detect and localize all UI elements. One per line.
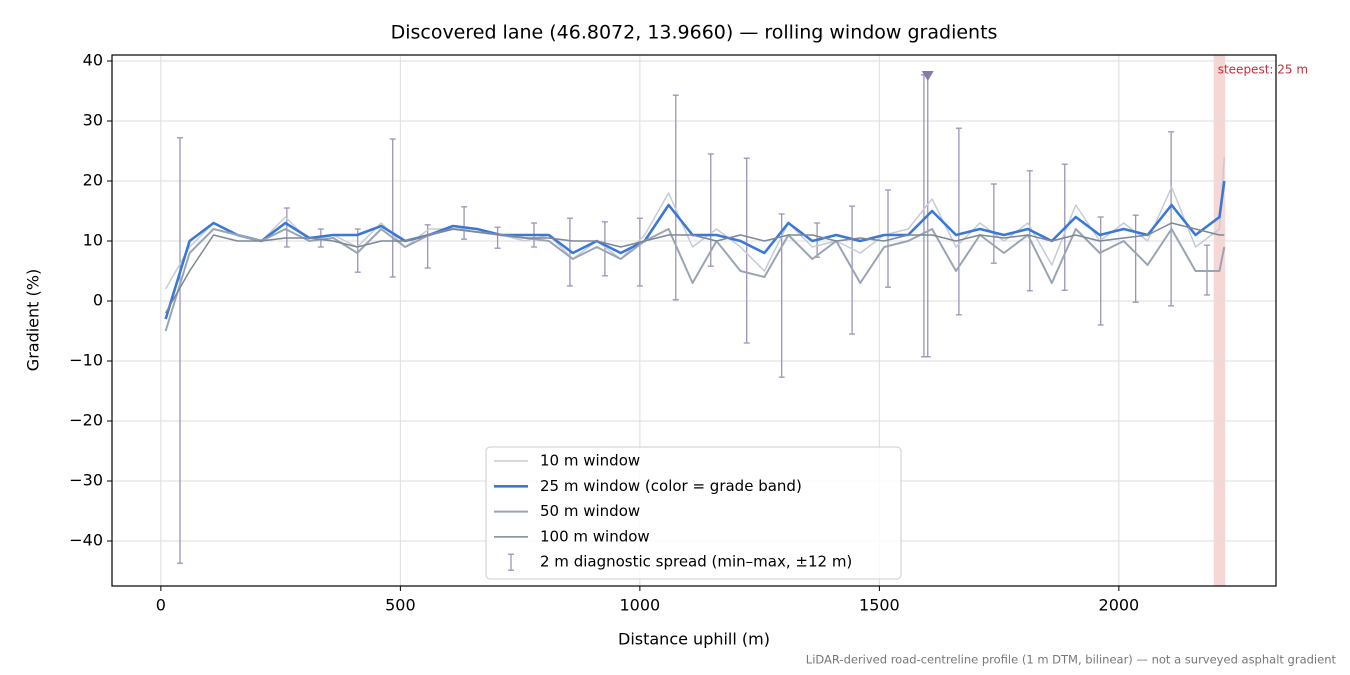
y-tick-label: −40 bbox=[69, 531, 103, 550]
y-tick-label: 20 bbox=[83, 171, 103, 190]
legend-label: 2 m diagnostic spread (min–max, ±12 m) bbox=[540, 553, 852, 571]
x-tick-label: 500 bbox=[385, 596, 416, 615]
highlight-label: steepest: 25 m bbox=[1218, 63, 1308, 77]
peak-marker bbox=[921, 71, 934, 81]
y-tick-label: −20 bbox=[69, 411, 103, 430]
plot-frame bbox=[111, 54, 1277, 587]
legend-box bbox=[485, 446, 902, 580]
legend-label: 100 m window bbox=[540, 527, 650, 545]
series-line bbox=[164, 156, 1226, 290]
y-tick-label: −30 bbox=[69, 471, 103, 490]
highlight-span bbox=[1213, 55, 1226, 586]
y-axis-label: Gradient (%) bbox=[24, 269, 43, 371]
legend-label: 50 m window bbox=[540, 502, 640, 520]
chart-title: Discovered lane (46.8072, 13.9660) — rol… bbox=[391, 22, 998, 44]
legend-label: 25 m window (color = grade band) bbox=[540, 477, 802, 495]
x-tick-label: 2000 bbox=[1099, 596, 1140, 615]
x-axis-label: Distance uphill (m) bbox=[618, 630, 770, 649]
x-tick-label: 1000 bbox=[620, 596, 661, 615]
y-tick-label: 0 bbox=[93, 291, 103, 310]
y-tick-label: 40 bbox=[83, 51, 103, 70]
x-tick-label: 0 bbox=[156, 596, 166, 615]
y-tick-label: 10 bbox=[83, 231, 103, 250]
y-tick-label: 30 bbox=[83, 111, 103, 130]
footnote: LiDAR-derived road-centreline profile (1… bbox=[806, 653, 1337, 667]
x-tick-label: 1500 bbox=[859, 596, 900, 615]
series-line bbox=[164, 228, 1226, 332]
y-tick-label: −10 bbox=[69, 351, 103, 370]
series-line bbox=[164, 180, 1226, 320]
legend-label: 10 m window bbox=[540, 452, 640, 470]
series-line bbox=[164, 222, 1225, 314]
